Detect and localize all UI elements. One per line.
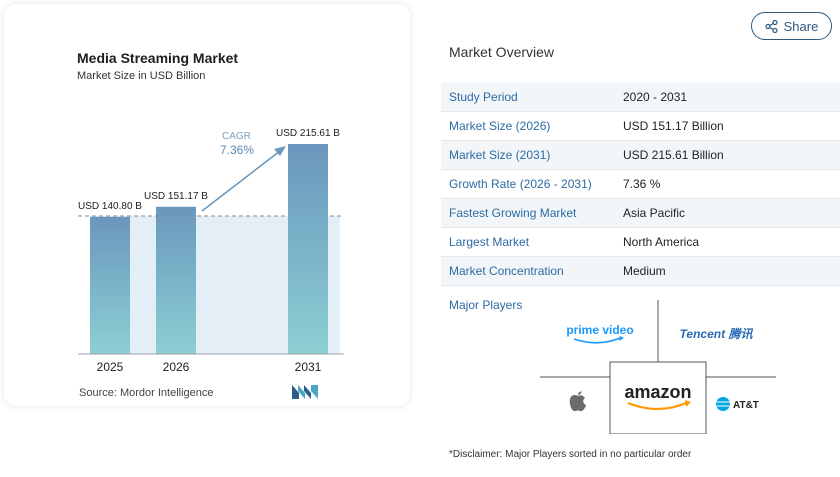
cagr-value: 7.36% [220, 143, 254, 157]
cagr-label: CAGR [222, 131, 251, 142]
mordor-intelligence-logo [292, 385, 318, 399]
att-text: AT&T [733, 400, 759, 411]
amazon-text: amazon [624, 382, 691, 402]
cagr-arrow-line [201, 150, 281, 212]
overview-value: USD 215.61 Billion [623, 148, 724, 162]
apple-logo [569, 391, 586, 412]
overview-value: 2020 - 2031 [623, 90, 688, 104]
overview-row: Growth Rate (2026 - 2031) 7.36 % [441, 170, 840, 199]
share-icon [765, 19, 778, 33]
overview-title: Market Overview [449, 44, 555, 60]
cagr-arrow-head [274, 146, 286, 156]
tencent-logo: Tencent 腾讯 [680, 327, 754, 341]
overview-label-study-period[interactable]: Study Period [449, 90, 518, 104]
share-button[interactable]: Share [751, 12, 832, 40]
x-tick-label: 2025 [97, 360, 124, 374]
card-title: Media Streaming Market [77, 50, 239, 66]
featured-logo-box [609, 361, 707, 434]
att-logo: AT&T [716, 397, 759, 411]
bar-value-label: USD 215.61 B [276, 128, 340, 139]
disclaimer-text: *Disclaimer: Major Players sorted in no … [449, 449, 692, 460]
bar-2031 [288, 144, 328, 354]
market-size-chart: USD 140.80 B 2025 USD 151.17 B 2026 USD 215.… [78, 128, 344, 374]
overview-row: Market Size (2026) USD 151.17 Billion [441, 112, 840, 141]
overview-value: Asia Pacific [623, 206, 686, 220]
bar-value-label: USD 151.17 B [144, 191, 208, 202]
market-size-card: USD 140.80 B 2025 USD 151.17 B 2026 USD 215.… [4, 4, 410, 406]
overview-row: Market Size (2031) USD 215.61 Billion [441, 141, 840, 170]
overview-row: Largest Market North America [441, 228, 840, 257]
overview-label-market-size-2031[interactable]: Market Size (2031) [449, 148, 551, 162]
overview-label-growth-rate[interactable]: Growth Rate (2026 - 2031) [449, 177, 592, 191]
prime-video-text: prime video [566, 323, 633, 337]
overview-label-fastest-growing[interactable]: Fastest Growing Market [449, 206, 577, 220]
amazon-logo: amazon [624, 382, 692, 411]
overview-row: Fastest Growing Market Asia Pacific [441, 199, 840, 228]
card-subtitle: Market Size in USD Billion [77, 70, 206, 82]
overview-label-market-size-2026[interactable]: Market Size (2026) [449, 119, 551, 133]
x-tick-label: 2031 [295, 360, 322, 374]
major-players-grid: prime video Tencent 腾讯 amazon AT&T [540, 300, 776, 434]
overview-value: USD 151.17 Billion [623, 119, 724, 133]
bar-2026 [156, 206, 196, 354]
bar-value-label: USD 140.80 B [78, 201, 142, 212]
source-text: Source: Mordor Intelligence [79, 387, 214, 399]
share-label: Share [783, 18, 819, 34]
overview-label-concentration[interactable]: Market Concentration [449, 264, 564, 278]
overview-value: North America [623, 235, 700, 249]
bar-2025 [90, 216, 130, 354]
overview-value: Medium [623, 264, 666, 278]
major-players-title[interactable]: Major Players [449, 298, 523, 312]
x-tick-label: 2026 [163, 360, 190, 374]
overview-row: Market Concentration Medium [441, 257, 840, 286]
prime-video-logo: prime video [566, 323, 634, 344]
overview-row: Study Period 2020 - 2031 [441, 83, 840, 112]
overview-label-largest-market[interactable]: Largest Market [449, 235, 530, 249]
overview-table: Study Period 2020 - 2031 Market Size (20… [441, 83, 840, 286]
overview-value: 7.36 % [623, 177, 661, 191]
